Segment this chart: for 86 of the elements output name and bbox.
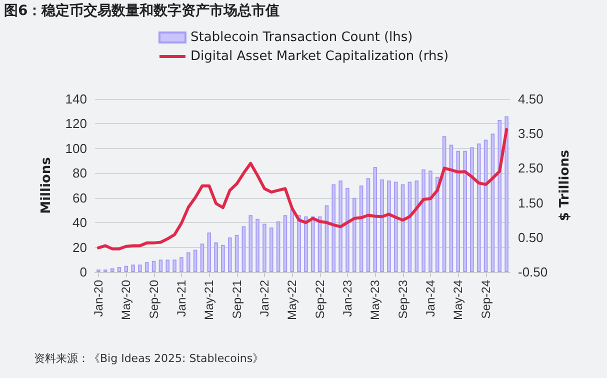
- bar: [346, 188, 350, 272]
- y2-tick-label: 4.50: [518, 92, 544, 106]
- x-tick-label: May-24: [451, 280, 466, 320]
- x-tick-label: Sep-24: [478, 280, 493, 319]
- bar: [186, 252, 190, 272]
- x-tick-label: May-23: [368, 280, 382, 320]
- bar: [117, 267, 122, 272]
- y-tick-label: 20: [72, 240, 87, 255]
- legend-label: Stablecoin Transaction Count (lhs): [190, 30, 413, 45]
- x-tick-label: May-20: [119, 280, 134, 320]
- bar: [435, 176, 440, 272]
- line-series: [96, 128, 508, 250]
- x-tick-label: Sep-23: [396, 280, 410, 319]
- y-tick-label: 60: [72, 190, 87, 206]
- bar: [234, 234, 239, 272]
- y-tick-label: 40: [72, 215, 87, 230]
- x-tick-label: Jan-24: [423, 280, 438, 317]
- bar: [158, 260, 163, 272]
- y2-tick-label: 1.50: [518, 195, 544, 210]
- bar: [470, 147, 474, 272]
- bar: [373, 166, 378, 272]
- bar: [193, 250, 198, 272]
- bar: [110, 268, 114, 272]
- x-tick-label: Sep-21: [230, 280, 244, 319]
- bar: [456, 150, 460, 272]
- bar: [476, 143, 481, 272]
- x-tick-label: Jan-23: [340, 280, 354, 317]
- bar: [332, 184, 336, 272]
- bar: [338, 180, 342, 272]
- bar: [290, 208, 294, 272]
- x-tick-label: Jan-22: [257, 280, 272, 317]
- x-tick-label: Sep-22: [312, 280, 327, 319]
- bar: [124, 266, 128, 272]
- x-tick-label: Jan-20: [91, 280, 106, 317]
- bar: [228, 237, 232, 272]
- bar: [214, 242, 218, 272]
- bar: [200, 244, 204, 272]
- y-tick-label: 100: [65, 140, 87, 156]
- bar: [387, 180, 391, 272]
- bar: [428, 170, 432, 272]
- y2-axis-title: $ Trillions: [558, 150, 573, 222]
- bar: [498, 120, 502, 272]
- x-tick-label: Jan-21: [174, 280, 188, 317]
- y-axis-title: Millions: [39, 156, 54, 214]
- bar: [484, 140, 488, 272]
- bar: [269, 228, 274, 272]
- bar: [310, 216, 315, 272]
- bar: [242, 226, 246, 272]
- x-tick-label: May-21: [202, 280, 216, 320]
- bar: [207, 232, 212, 272]
- bar: [297, 215, 301, 272]
- bar: [221, 244, 225, 272]
- bar: [172, 260, 176, 272]
- bar: [180, 257, 184, 272]
- y-tick-label: 0: [80, 264, 87, 280]
- bar: [262, 224, 266, 272]
- bar: [131, 264, 135, 272]
- bar: [152, 260, 156, 272]
- bar: [422, 169, 426, 272]
- y-tick-label: 120: [65, 116, 87, 132]
- bar: [276, 221, 280, 272]
- bar: [304, 216, 308, 272]
- chart-title: 图6：稳定币交易数量和数字资产市场总市值: [4, 2, 280, 20]
- bar: [256, 218, 260, 272]
- bar: [414, 180, 419, 272]
- bar: [283, 215, 288, 272]
- y-tick-label: 80: [72, 166, 87, 181]
- bar: [248, 215, 253, 272]
- text: 资料来源：《Big Ideas 2025: Stablecoins》: [34, 351, 264, 366]
- y2-tick-label: 2.50: [518, 160, 544, 176]
- y2-tick-label: 0.50: [518, 230, 544, 245]
- bar: [380, 179, 384, 272]
- y2-tick-label: 3.50: [518, 126, 544, 142]
- x-tick-label: May-22: [285, 280, 300, 320]
- y2-tick-label: -0.50: [518, 264, 548, 280]
- bar: [449, 144, 454, 272]
- bar: [394, 182, 398, 272]
- x-tick-label: Sep-20: [146, 280, 161, 319]
- bar: [166, 260, 170, 272]
- bar: [504, 116, 508, 272]
- bar: [138, 264, 142, 272]
- bar: [352, 198, 356, 272]
- bar: [463, 150, 467, 272]
- y-tick-label: 140: [65, 92, 87, 106]
- bar: [144, 262, 149, 272]
- legend-label: Digital Asset Market Capitalization (rhs): [190, 49, 449, 64]
